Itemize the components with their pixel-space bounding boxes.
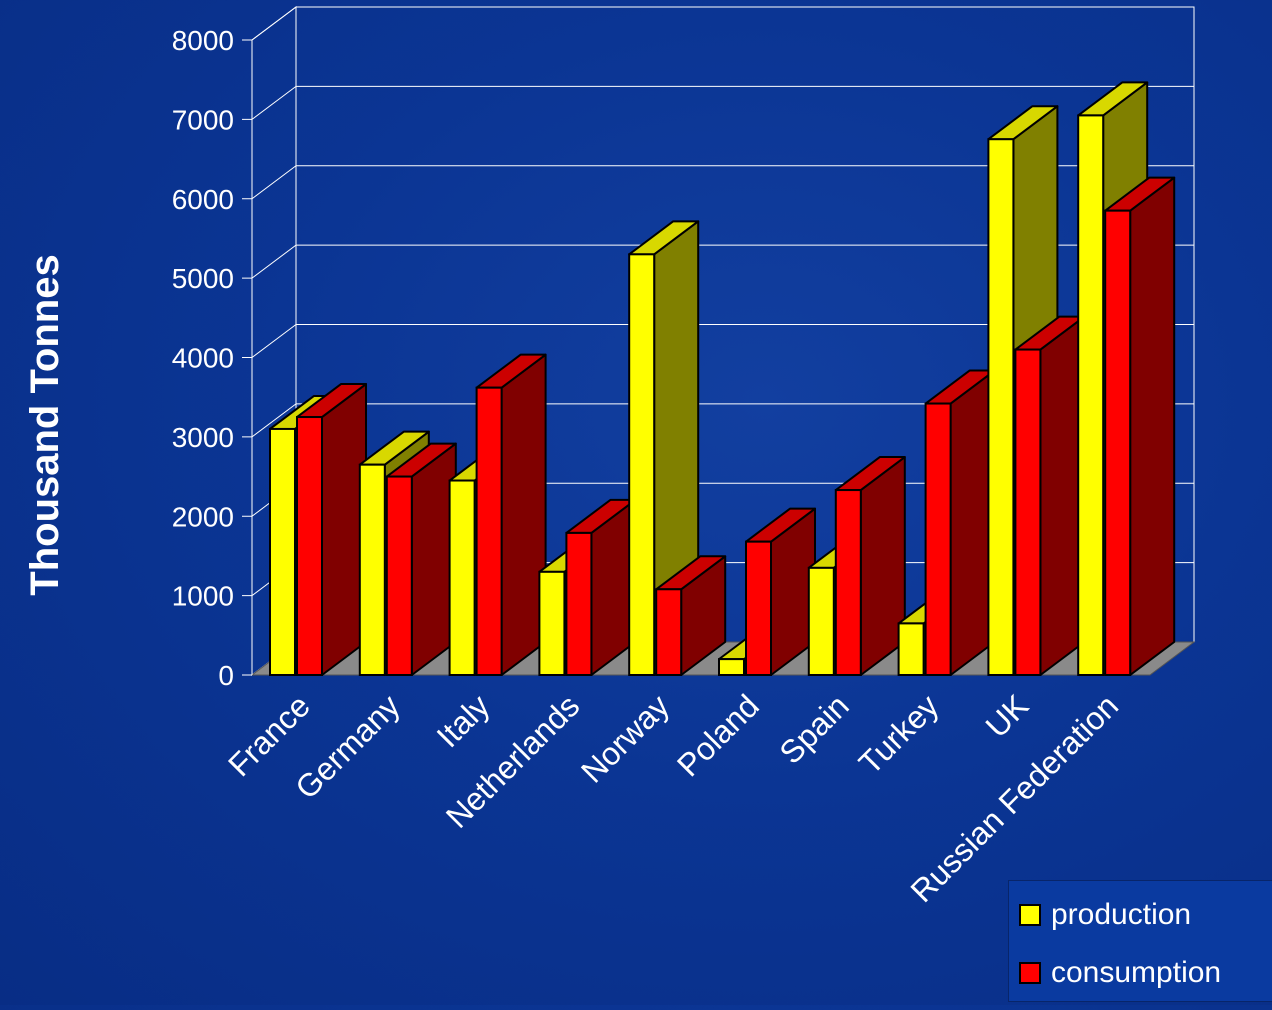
bar-front — [565, 531, 593, 677]
gridline-side — [251, 85, 297, 120]
gridline-side — [251, 6, 297, 41]
bar-front — [745, 540, 772, 677]
y-axis: 0 1000 2000 3000 4000 5000 6000 7000 8000 — [172, 25, 253, 691]
y-tick-label: 4000 — [172, 343, 234, 374]
bar-front — [1077, 114, 1105, 676]
bar-front — [897, 622, 925, 676]
bar-front — [834, 489, 862, 676]
bar-front — [538, 570, 566, 676]
bar-consumption — [385, 442, 457, 676]
bar-consumption — [475, 353, 547, 676]
bar-front — [358, 463, 386, 676]
x-tick-label: Italy — [430, 687, 497, 754]
bar-front — [807, 566, 835, 676]
bars — [269, 81, 1176, 677]
bar-consumption — [834, 456, 906, 676]
bar-front — [718, 658, 745, 676]
x-tick-label: Turkey — [852, 687, 946, 781]
bar-front — [385, 475, 413, 676]
x-tick-label: UK — [978, 687, 1035, 744]
bar-front — [1014, 348, 1042, 676]
bar-front — [1104, 209, 1132, 676]
legend-label-consumption: consumption — [1051, 956, 1222, 989]
y-axis-title: Thousand Tonnes — [23, 254, 67, 595]
y-tick-label: 6000 — [172, 184, 234, 215]
bar-production — [628, 220, 700, 676]
bar-front — [655, 588, 683, 677]
gridline-side — [251, 244, 297, 279]
gridline-side — [251, 403, 297, 438]
legend-label-production: production — [1051, 898, 1192, 931]
y-tick-label: 2000 — [172, 501, 234, 532]
y-tick-label: 3000 — [172, 422, 234, 453]
bar-front — [296, 416, 323, 676]
y-tick-label: 7000 — [172, 104, 234, 135]
legend-item-production: production — [1019, 897, 1191, 933]
bar-side — [1129, 176, 1176, 676]
x-tick-label: Spain — [772, 687, 855, 770]
bar-consumption — [924, 369, 996, 676]
bar-consumption — [745, 507, 816, 677]
bar-front — [924, 402, 952, 676]
bar-consumption — [1014, 315, 1086, 676]
bar-front — [475, 386, 503, 676]
bar-consumption — [1104, 176, 1176, 676]
x-tick-label: Poland — [670, 687, 766, 783]
y-tick-label: 1000 — [172, 581, 234, 612]
legend-swatch-production — [1019, 904, 1041, 926]
legend-swatch-consumption — [1019, 962, 1041, 984]
legend: production consumption — [1008, 880, 1272, 1002]
y-tick-label: 5000 — [172, 263, 234, 294]
gridline-side — [251, 324, 297, 358]
x-tick-label: Norway — [574, 687, 676, 789]
gridline-side — [251, 165, 297, 200]
bar-front — [628, 253, 656, 676]
bar-consumption — [565, 498, 637, 677]
bar-front — [448, 479, 476, 676]
y-tick-label: 8000 — [172, 25, 234, 56]
bar-consumption — [296, 383, 367, 676]
legend-item-consumption: consumption — [1019, 955, 1221, 991]
bar-front — [987, 138, 1015, 676]
bar-consumption — [655, 555, 727, 677]
y-tick-label: 0 — [218, 660, 234, 691]
bar-front — [269, 427, 296, 676]
